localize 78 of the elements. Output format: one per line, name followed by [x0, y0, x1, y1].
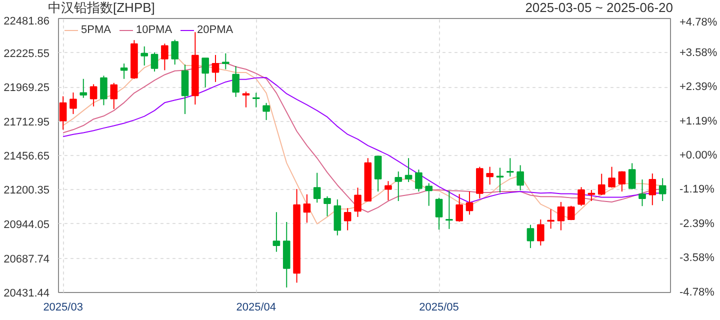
candlestick	[324, 196, 331, 217]
chart-title: 中汉铅指数[ZHPB]	[48, 0, 155, 16]
y2-tick-label: +3.58%	[680, 46, 718, 59]
y2-tick-label: -1.19%	[680, 184, 715, 196]
candlestick	[202, 58, 209, 88]
candlestick	[466, 191, 474, 216]
candlestick	[394, 170, 402, 202]
candlestick	[425, 182, 433, 206]
y-tick-label: 21712.95	[4, 116, 50, 128]
candlestick	[598, 173, 606, 196]
candlestick	[588, 189, 596, 202]
candlestick	[110, 82, 118, 110]
legend-label: 10PMA	[136, 24, 172, 36]
candlestick	[171, 39, 178, 66]
candlestick	[100, 75, 108, 106]
candlestick	[80, 78, 88, 98]
candlestick	[648, 172, 656, 206]
candlestick	[242, 91, 250, 108]
candlestick	[120, 63, 128, 80]
y-tick-label: 20944.05	[4, 219, 50, 231]
candlestick	[150, 52, 158, 72]
x-tick-label: 2025/04	[236, 302, 276, 314]
y2-tick-label: -3.58%	[680, 252, 715, 264]
y-tick-label: 22225.55	[4, 48, 50, 60]
candlestick	[536, 218, 544, 246]
candlestick	[70, 92, 77, 115]
candlestick	[618, 170, 626, 192]
y-tick-label: 20431.44	[4, 288, 50, 300]
candlestick	[415, 169, 422, 192]
candlestick	[526, 224, 534, 249]
y2-tick-label: -2.39%	[680, 218, 715, 230]
candlestick	[140, 46, 148, 66]
candlestick	[212, 54, 220, 82]
candlestick	[547, 208, 554, 230]
y2-tick-label: +2.39%	[680, 81, 718, 93]
candlestick	[658, 178, 666, 202]
candlestick	[446, 190, 453, 230]
legend-label: 20PMA	[197, 24, 234, 36]
candlestick	[456, 194, 464, 222]
candlestick	[496, 167, 504, 193]
candlestick	[252, 92, 260, 108]
candlestick	[608, 166, 616, 188]
candlestick	[161, 43, 168, 71]
candlestick	[567, 205, 575, 221]
candlestick	[557, 201, 565, 231]
y2-tick-label: +4.78%	[680, 16, 718, 28]
candlestick	[374, 156, 382, 192]
y-tick-label: 21200.35	[4, 184, 50, 197]
x-tick-label: 2025/03	[43, 302, 83, 314]
candlestick	[516, 164, 524, 191]
chart-subtitle: 2025-03-05 ~ 2025-06-20	[525, 0, 673, 16]
candlestick	[486, 166, 494, 186]
candlestick	[59, 96, 67, 130]
y2-tick-label: -4.78%	[680, 286, 715, 298]
candlestick	[344, 208, 352, 231]
candlestick	[628, 162, 636, 190]
candlestick	[404, 158, 412, 183]
x-tick-label: 2025/05	[419, 302, 459, 314]
candlestick	[354, 187, 362, 218]
y2-tick-label: +1.19%	[680, 115, 718, 128]
candlestick	[232, 66, 240, 98]
y2-tick-label: +0.00%	[680, 150, 718, 162]
legend-label: 5PMA	[81, 24, 111, 36]
candlestick	[303, 194, 311, 224]
candlestick	[506, 158, 514, 178]
y-tick-label: 20687.74	[4, 253, 50, 266]
candlestick	[435, 197, 443, 230]
candlestick	[90, 84, 98, 107]
candlestick	[638, 179, 646, 207]
y-tick-label: 22481.86	[4, 16, 50, 28]
candlestick	[578, 186, 585, 206]
y-tick-label: 21456.65	[4, 150, 50, 162]
y-tick-label: 21969.25	[4, 82, 50, 94]
candlestick	[222, 52, 230, 70]
candlestick	[262, 102, 270, 121]
candlestick	[272, 212, 280, 252]
candlestick	[313, 172, 321, 204]
candlestick	[384, 180, 392, 201]
